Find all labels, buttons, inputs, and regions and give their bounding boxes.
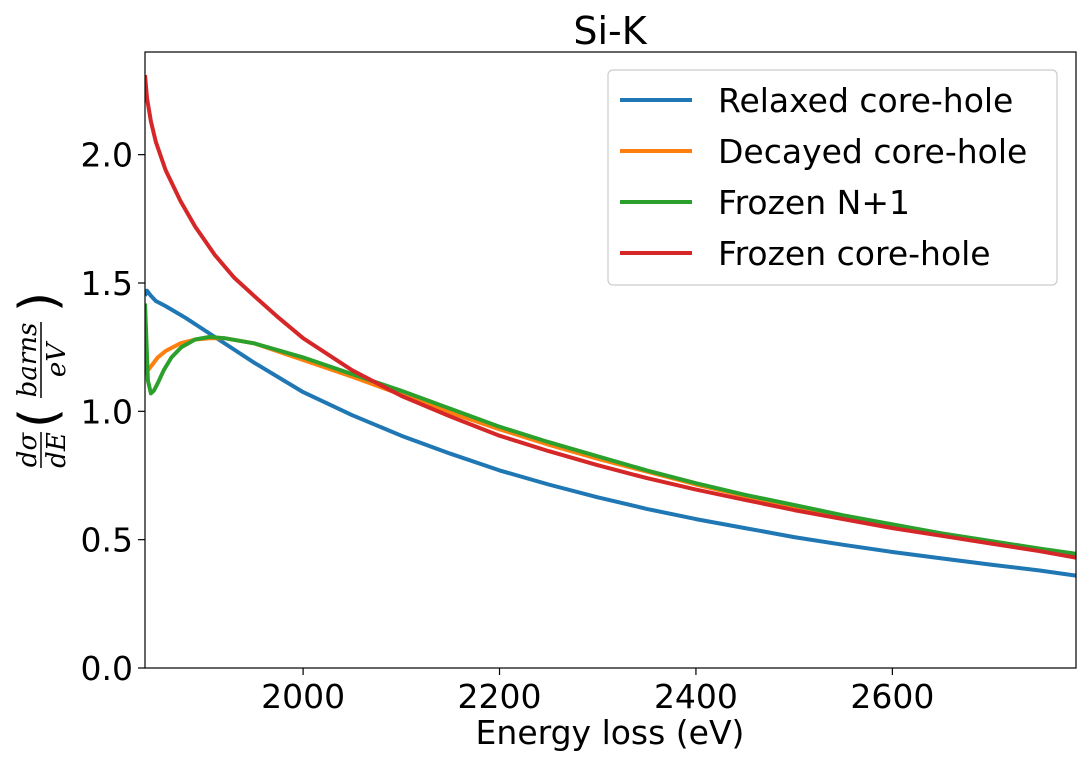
y-tick-label: 1.0 bbox=[81, 392, 133, 431]
legend-label: Decayed core-hole bbox=[718, 132, 1027, 171]
series-line-frozen-core-hole bbox=[145, 74, 1076, 560]
y-label-open-paren: ( bbox=[9, 408, 69, 428]
x-axis-label: Energy loss (eV) bbox=[476, 713, 745, 752]
chart-title: Si-K bbox=[573, 9, 647, 53]
plot-frame bbox=[144, 51, 1077, 669]
y-axis-label: dσ dE ( barns eV ) bbox=[9, 292, 72, 468]
x-tick-label: 2600 bbox=[850, 677, 934, 716]
x-tick-label: 2200 bbox=[458, 677, 542, 716]
y-axis: 0.0 0.5 1.0 1.5 2.0 bbox=[81, 136, 145, 688]
legend: Relaxed core-hole Decayed core-hole Frozen… bbox=[607, 69, 1058, 286]
legend-label: Relaxed core-hole bbox=[718, 81, 1013, 120]
x-tick-label: 2400 bbox=[654, 677, 738, 716]
y-label-ev: eV bbox=[42, 341, 72, 377]
series-line-relaxed-core-hole bbox=[145, 288, 1076, 578]
y-tick-label: 1.5 bbox=[81, 264, 133, 303]
series-layer bbox=[145, 74, 1076, 578]
legend-label: Frozen core-hole bbox=[718, 234, 991, 273]
legend-box bbox=[607, 69, 1058, 286]
y-label-close-paren: ) bbox=[9, 292, 69, 312]
y-label-de: dE bbox=[42, 432, 72, 468]
x-tick-label: 2000 bbox=[261, 677, 345, 716]
y-tick-label: 2.0 bbox=[81, 136, 133, 175]
y-tick-label: 0.0 bbox=[81, 649, 133, 688]
y-tick-label: 0.5 bbox=[81, 521, 133, 560]
y-label-barns: barns bbox=[13, 323, 43, 398]
legend-label: Frozen N+1 bbox=[718, 183, 910, 222]
y-label-dsigma: dσ bbox=[13, 432, 43, 468]
x-axis: 2000 2200 2400 2600 bbox=[261, 668, 934, 716]
